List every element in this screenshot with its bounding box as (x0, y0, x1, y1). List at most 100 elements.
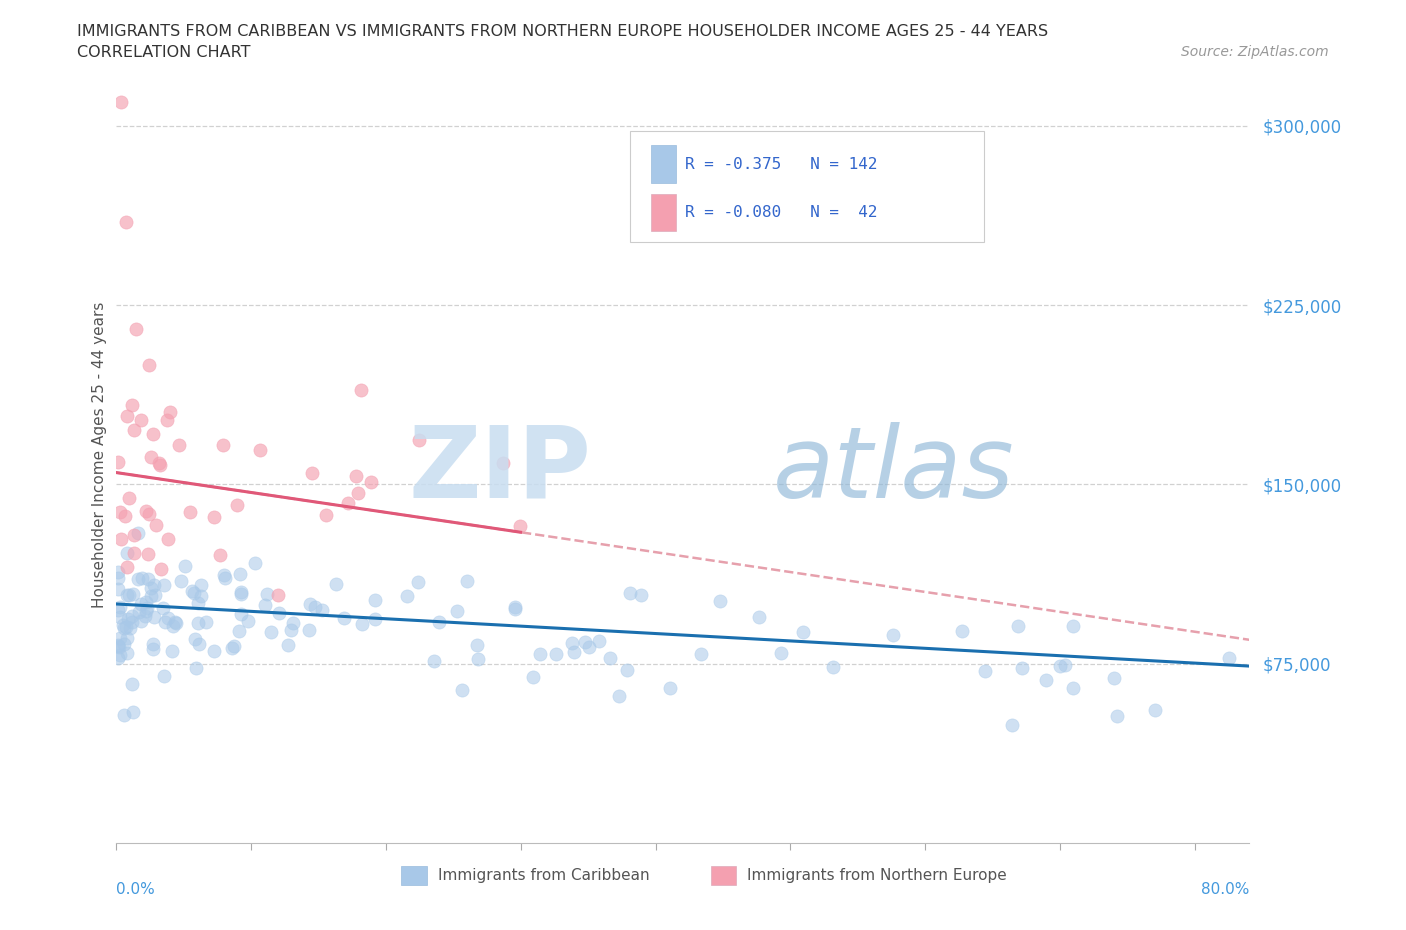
Point (127, 571, 149, 586)
Point (352, 617, 374, 631)
Point (129, 614, 152, 629)
Point (229, 587, 252, 602)
Point (243, 555, 266, 570)
Point (1035, 672, 1057, 687)
Point (522, 670, 544, 684)
Point (267, 605, 290, 620)
Point (135, 594, 157, 609)
Point (1104, 671, 1126, 685)
Point (315, 507, 337, 522)
Point (249, 442, 271, 457)
Point (107, 638, 129, 653)
Point (350, 383, 373, 398)
Point (562, 644, 585, 659)
Point (131, 571, 153, 586)
Point (423, 654, 446, 669)
Point (107, 571, 129, 586)
Point (112, 636, 135, 651)
Point (396, 589, 419, 604)
Point (107, 455, 129, 470)
Point (136, 572, 159, 587)
Text: 80.0%: 80.0% (1201, 882, 1250, 897)
Point (135, 604, 157, 618)
Point (135, 503, 157, 518)
Point (180, 584, 202, 599)
Point (364, 592, 387, 607)
Point (546, 646, 568, 661)
Point (179, 505, 201, 520)
Point (121, 609, 143, 624)
Point (162, 619, 184, 634)
Point (1007, 618, 1029, 633)
Point (360, 474, 382, 489)
Text: R = -0.080   N =  42: R = -0.080 N = 42 (685, 205, 877, 219)
Point (127, 525, 149, 540)
Point (110, 532, 132, 547)
Point (363, 611, 385, 626)
Point (157, 610, 180, 625)
Text: Source: ZipAtlas.com: Source: ZipAtlas.com (1181, 45, 1329, 59)
Point (950, 623, 973, 638)
Point (129, 596, 152, 611)
Point (107, 581, 129, 596)
Point (277, 637, 299, 652)
Point (1143, 702, 1166, 717)
Text: R = -0.375   N = 142: R = -0.375 N = 142 (685, 156, 877, 171)
Point (709, 593, 731, 608)
Point (1062, 681, 1084, 696)
Point (115, 646, 138, 661)
Point (156, 532, 179, 547)
Point (194, 615, 217, 630)
Point (139, 589, 162, 604)
Point (503, 600, 526, 615)
Point (128, 604, 150, 619)
Point (142, 637, 165, 652)
Point (121, 398, 143, 413)
Point (187, 636, 209, 651)
Point (1053, 658, 1076, 672)
Point (408, 432, 430, 447)
Point (222, 639, 245, 654)
Point (115, 560, 138, 575)
Point (214, 570, 236, 585)
Point (118, 588, 141, 603)
Y-axis label: Householder Income Ages 25 - 44 years: Householder Income Ages 25 - 44 years (93, 301, 107, 607)
Point (184, 631, 207, 646)
Point (202, 644, 225, 658)
Point (122, 587, 145, 602)
Point (114, 509, 136, 524)
Point (141, 449, 163, 464)
Point (446, 604, 468, 618)
Point (129, 413, 152, 428)
Point (115, 619, 138, 634)
Point (821, 659, 844, 674)
Point (229, 606, 252, 621)
Point (165, 616, 187, 631)
Point (229, 585, 252, 600)
Text: Immigrants from Northern Europe: Immigrants from Northern Europe (747, 868, 1007, 883)
Point (174, 558, 197, 573)
Point (298, 623, 321, 638)
Point (110, 609, 132, 624)
Point (299, 597, 322, 612)
Point (156, 412, 179, 427)
Point (748, 610, 770, 625)
Point (159, 405, 181, 419)
Point (792, 624, 814, 639)
Point (882, 628, 904, 643)
Point (124, 545, 146, 560)
Point (142, 426, 165, 441)
Point (142, 642, 165, 657)
Point (212, 568, 235, 583)
Point (304, 600, 326, 615)
Point (111, 618, 134, 632)
Point (266, 587, 288, 602)
Point (228, 623, 250, 638)
Point (503, 602, 526, 617)
Point (209, 548, 232, 563)
Point (152, 601, 174, 616)
Point (115, 214, 138, 229)
Text: ZIP: ZIP (409, 421, 592, 519)
Point (619, 585, 641, 600)
Point (1105, 709, 1128, 724)
